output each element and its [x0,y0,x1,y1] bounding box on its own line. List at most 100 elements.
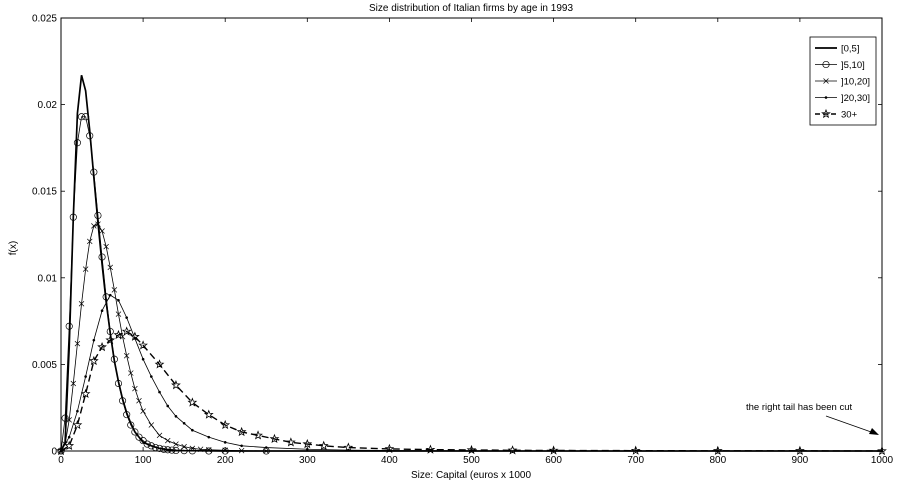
data-point [98,253,106,261]
data-point [82,266,89,272]
data-point [158,390,161,394]
data-point [108,293,112,297]
data-point [125,316,128,319]
data-point [113,329,124,340]
data-point [111,287,118,293]
data-point [66,417,72,423]
data-point [105,335,116,345]
data-point [151,443,159,452]
data-point [74,340,81,347]
data-point [119,397,127,405]
data-point [191,428,194,432]
axis-ticks: 0 100 200 300 400 500 600 700 800 900 1000 0 0.005 0.… [32,14,894,467]
data-point [140,408,146,414]
data-point [155,444,164,452]
data-point [166,404,170,408]
data-point [240,444,243,448]
legend-label: [0,5] [841,44,860,55]
x-tick-label: 400 [381,455,398,466]
y-tick-label: 0.025 [32,14,57,25]
series-line [60,223,267,452]
annotation-text: the right tail has been cut [746,402,853,413]
data-point [100,309,104,313]
legend-items: [0,5] ]5,10] ]10,20] ]20,30] 30+ [815,44,870,121]
data-point [174,415,178,418]
data-point [630,445,641,455]
legend-label: ]10,20] [841,77,870,88]
data-point [150,375,153,378]
data-point [136,398,142,404]
x-tick-label: 0 [58,455,64,466]
series-4 [59,293,884,453]
y-tick-label: 0.005 [32,360,57,371]
data-point [223,441,227,444]
data-point [84,375,87,378]
data-point [82,113,90,121]
x-tick-label: 500 [463,455,480,466]
data-point [425,444,436,454]
data-point [95,221,101,227]
legend-item: ]10,20] [815,77,870,88]
data-point [172,446,180,455]
data-point [67,435,71,439]
legend-label: 30+ [841,110,858,121]
data-point [264,446,268,449]
x-axis-label: Size: Capital (euros x 1000 [411,470,532,481]
data-point [106,327,114,336]
data-point [384,443,395,454]
series-layer [56,74,887,456]
data-point [86,238,93,245]
data-point [238,447,245,454]
data-point [147,442,155,450]
data-point [107,264,114,271]
series-line [60,294,882,452]
data-point [64,440,75,450]
data-point [466,444,477,455]
data-point [221,447,229,455]
data-point [154,359,165,369]
data-point [77,113,86,121]
data-point [88,355,99,366]
data-point [138,340,148,350]
legend-item: ]5,10] [815,60,865,71]
legend-item: ]20,30] [815,93,870,104]
data-point [76,409,79,413]
data-point [263,448,269,454]
data-point [80,388,91,398]
data-point [132,385,138,392]
data-point [306,447,309,451]
data-point [130,331,140,341]
data-point [236,426,247,437]
x-tick-label: 800 [709,455,726,466]
data-point [110,355,118,363]
data-point [103,243,109,250]
data-point [121,326,132,336]
data-point [94,211,102,219]
tail-annotation: the right tail has been cut [746,402,879,435]
data-point [65,322,73,330]
data-point [343,442,354,452]
legend-marker [822,60,830,69]
series-5 [56,326,887,456]
data-point [220,419,231,430]
data-point [164,446,172,454]
x-tick-label: 1000 [871,455,894,466]
data-point [61,414,69,422]
data-point [180,447,188,455]
data-point [99,228,105,234]
data-point [187,397,198,407]
data-point [56,445,66,456]
data-point [173,441,179,447]
x-tick-label: 100 [135,455,152,466]
series-line [60,116,267,452]
x-tick-label: 200 [217,455,234,466]
y-tick-label: 0.01 [38,273,58,284]
data-point [188,447,196,455]
data-point [91,223,97,229]
data-point [115,311,122,317]
data-point [139,437,147,445]
data-point [69,213,77,221]
data-point [70,380,77,387]
y-axis-label: f(x) [8,241,19,255]
